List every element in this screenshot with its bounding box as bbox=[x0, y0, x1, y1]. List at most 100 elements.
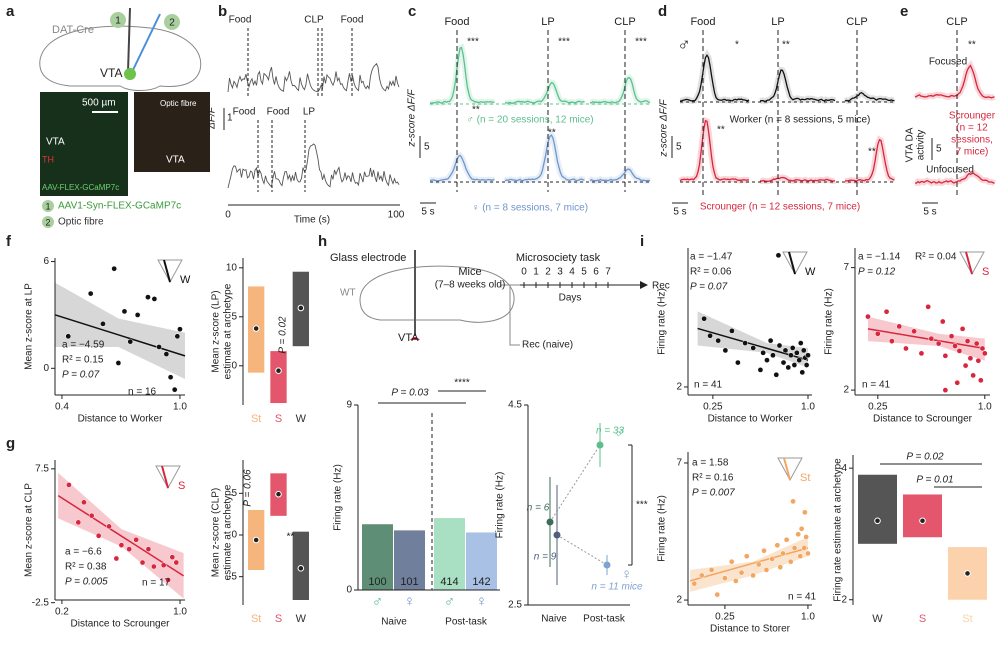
x-tick-label: W bbox=[296, 413, 307, 425]
point bbox=[134, 312, 141, 318]
point bbox=[790, 498, 796, 505]
histology bbox=[40, 92, 128, 196]
stat: a = 1.58 bbox=[692, 458, 729, 469]
point bbox=[782, 347, 789, 354]
label: ** bbox=[548, 128, 556, 139]
y-tick-label: 6 bbox=[43, 256, 49, 267]
label: LP bbox=[541, 16, 554, 28]
trace bbox=[504, 134, 585, 182]
stat: a = −4.59 bbox=[62, 340, 105, 351]
label: Mice bbox=[458, 266, 481, 278]
x-axis-label: Distance to Worker bbox=[708, 414, 794, 425]
y-axis-label: Firing rate estimate at archetype bbox=[833, 458, 844, 602]
x-tick-label: 0.2 bbox=[55, 607, 69, 618]
estimate-point bbox=[275, 367, 282, 375]
estimate-point bbox=[297, 304, 305, 312]
y-tick-label: 0 bbox=[231, 360, 237, 371]
trace bbox=[914, 64, 995, 99]
stat: R² = 0.38 bbox=[65, 562, 107, 573]
point bbox=[797, 553, 804, 560]
point bbox=[796, 357, 803, 363]
point bbox=[942, 352, 949, 359]
point bbox=[174, 333, 181, 340]
point bbox=[75, 519, 82, 526]
point bbox=[126, 546, 133, 552]
point bbox=[761, 547, 767, 554]
point bbox=[956, 348, 963, 354]
label: Focused bbox=[929, 57, 967, 68]
label: LP bbox=[771, 16, 784, 28]
label: ** bbox=[782, 40, 790, 51]
point bbox=[928, 335, 935, 342]
point bbox=[977, 377, 984, 384]
label: ΔF/F bbox=[207, 106, 218, 130]
label: Glass electrode bbox=[330, 252, 406, 264]
trace bbox=[759, 69, 836, 102]
label: TH bbox=[42, 154, 54, 164]
label: 6 bbox=[593, 267, 599, 278]
label: Food bbox=[267, 107, 290, 118]
y-tick-label: 7 bbox=[676, 458, 682, 469]
mean-point bbox=[553, 531, 561, 539]
point bbox=[87, 290, 94, 297]
point bbox=[145, 546, 152, 552]
x-tick-label: W bbox=[296, 613, 307, 625]
x-tick-label: 1.0 bbox=[173, 402, 187, 413]
label: WT bbox=[340, 288, 356, 299]
annotation: ** bbox=[286, 532, 295, 543]
annotation: P = 0.02 bbox=[906, 452, 944, 463]
bar bbox=[434, 518, 465, 590]
point bbox=[805, 352, 811, 359]
timeline-branch bbox=[500, 284, 520, 346]
annotation: **** bbox=[454, 378, 470, 389]
x-tick-label: S bbox=[275, 613, 282, 625]
y-axis-label: estimate at archetype bbox=[223, 283, 234, 379]
point bbox=[788, 352, 794, 359]
label: 2 bbox=[545, 267, 551, 278]
annotation: P = 0.02 bbox=[278, 316, 289, 354]
point bbox=[145, 294, 151, 300]
label: 1 bbox=[533, 267, 539, 278]
y-tick-label: 2 bbox=[841, 594, 847, 605]
step-badge bbox=[110, 12, 126, 28]
label: activity bbox=[916, 130, 927, 161]
trace-band bbox=[504, 79, 586, 107]
point bbox=[803, 534, 809, 540]
x-tick-label: S bbox=[275, 413, 282, 425]
legend-badge bbox=[42, 200, 54, 212]
stat: P = 0.07 bbox=[690, 282, 728, 293]
stat: P = 0.07 bbox=[62, 370, 100, 381]
panel-letter: h bbox=[318, 233, 327, 250]
x-tick-label: 1.0 bbox=[801, 402, 815, 413]
label: ♂ bbox=[677, 34, 691, 54]
injection bbox=[131, 13, 161, 73]
label: 1 bbox=[115, 16, 121, 27]
point bbox=[757, 367, 764, 373]
annotation: P = 0.01 bbox=[916, 475, 953, 486]
trace bbox=[844, 91, 895, 102]
stat: a = −1.47 bbox=[690, 252, 733, 263]
point bbox=[139, 559, 146, 566]
point bbox=[805, 550, 811, 557]
bar bbox=[394, 530, 425, 590]
label: LP bbox=[303, 107, 316, 118]
sex-symbol: ♂ bbox=[372, 593, 383, 610]
estimate-point bbox=[252, 325, 260, 332]
point bbox=[775, 252, 782, 259]
label: Time (s) bbox=[294, 215, 330, 226]
label: Scrounger bbox=[949, 111, 996, 122]
archetype-icon bbox=[163, 259, 171, 283]
point bbox=[714, 591, 721, 598]
label: Rec (naive) bbox=[522, 340, 573, 351]
label: ** bbox=[472, 105, 480, 116]
label: 1 bbox=[45, 201, 50, 211]
label: Food bbox=[341, 15, 364, 26]
point bbox=[707, 332, 713, 339]
cell-count: 100 bbox=[368, 576, 386, 588]
x-tick-label: Naive bbox=[541, 614, 567, 625]
point bbox=[722, 575, 728, 581]
label: 1 bbox=[227, 113, 233, 124]
trace bbox=[844, 138, 895, 182]
x-tick-label: 1.0 bbox=[978, 402, 992, 413]
archetype-icon bbox=[777, 457, 803, 482]
